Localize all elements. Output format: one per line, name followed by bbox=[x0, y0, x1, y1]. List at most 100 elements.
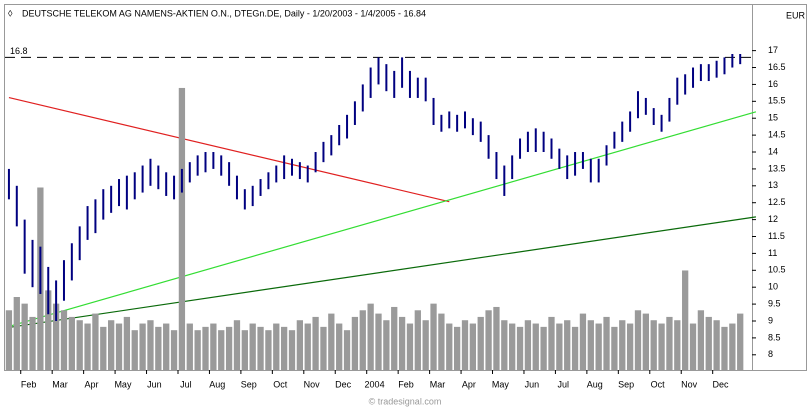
volume-bar bbox=[564, 320, 571, 370]
volume-bar bbox=[367, 303, 374, 370]
y-tick-label: 11 bbox=[768, 248, 777, 258]
y-tick-label: 17 bbox=[768, 45, 778, 55]
y-tick-label: 8 bbox=[768, 349, 773, 359]
x-tick-label: May bbox=[114, 379, 132, 389]
x-tick-label: Feb bbox=[21, 379, 37, 389]
volume-bar bbox=[147, 320, 154, 370]
volume-bar bbox=[540, 326, 547, 370]
volume-bar bbox=[391, 306, 398, 370]
volume-bar bbox=[398, 316, 406, 370]
volume-bar bbox=[202, 326, 209, 370]
volume-bar bbox=[666, 316, 673, 370]
volume-bar bbox=[611, 326, 618, 370]
volume-bar bbox=[320, 326, 327, 370]
volume-bar bbox=[257, 326, 264, 370]
watermark: © tradesignal.com bbox=[369, 396, 442, 406]
volume-bar bbox=[218, 330, 225, 370]
x-tick-label: Oct bbox=[273, 379, 288, 389]
x-tick-label: Apr bbox=[84, 379, 98, 389]
volume-bar bbox=[68, 316, 75, 370]
volume-bar bbox=[359, 310, 366, 370]
volume-bar bbox=[532, 323, 539, 370]
y-tick-label: 12 bbox=[768, 214, 778, 224]
volume-bar bbox=[280, 326, 288, 370]
volume-bar bbox=[328, 313, 335, 370]
volume-bar bbox=[737, 313, 744, 370]
axis-frame bbox=[752, 4, 807, 371]
y-tick-label: 8.5 bbox=[768, 332, 781, 342]
volume-bar bbox=[45, 290, 52, 370]
y-tick-label: 16.5 bbox=[768, 62, 786, 72]
volume-bar bbox=[721, 326, 728, 370]
volume-bar bbox=[674, 320, 681, 370]
volume-bar bbox=[249, 323, 256, 370]
x-tick-label: Feb bbox=[398, 379, 414, 389]
x-tick-label: Jul bbox=[558, 379, 570, 389]
volume-bar bbox=[430, 303, 437, 370]
x-tick-label: Sep bbox=[618, 379, 634, 389]
volume-bar bbox=[13, 297, 20, 370]
volume-bar bbox=[194, 330, 201, 370]
x-tick-label: Jul bbox=[180, 379, 192, 389]
volume-bar bbox=[225, 326, 233, 370]
volume-bar bbox=[595, 323, 602, 370]
volume-bar bbox=[509, 323, 516, 370]
volume-bar bbox=[689, 323, 697, 370]
volume-bar bbox=[170, 330, 178, 370]
volume-bar bbox=[713, 320, 720, 370]
volume-bar bbox=[650, 320, 657, 370]
volume-bar bbox=[304, 323, 311, 370]
volume-bar bbox=[108, 320, 115, 370]
volume-bar bbox=[131, 330, 138, 370]
volume-bar bbox=[273, 323, 280, 370]
volume-bar bbox=[501, 320, 508, 370]
y-tick-label: 12.5 bbox=[768, 197, 786, 207]
volume-bar bbox=[288, 330, 296, 370]
volume-bar bbox=[21, 303, 28, 370]
volume-bar bbox=[383, 320, 390, 370]
volume-bar bbox=[265, 330, 272, 370]
volume-bar bbox=[438, 313, 445, 370]
volume-bar bbox=[233, 320, 241, 370]
volume-bar bbox=[658, 323, 665, 370]
volume-bar bbox=[619, 320, 626, 370]
volume-bar bbox=[493, 306, 500, 370]
volume-bar bbox=[296, 320, 304, 370]
volume-bar bbox=[178, 87, 186, 371]
volume-bar bbox=[682, 270, 689, 370]
volume-bar bbox=[453, 326, 461, 370]
volume-bar bbox=[705, 316, 712, 370]
y-tick-label: 15.5 bbox=[768, 96, 786, 106]
volume-bar bbox=[446, 323, 453, 370]
x-tick-label: Mar bbox=[430, 379, 446, 389]
volume-bar bbox=[163, 323, 170, 370]
volume-bar bbox=[642, 313, 649, 370]
chart-title: DEUTSCHE TELEKOM AG NAMENS-AKTIEN O.N., … bbox=[22, 8, 426, 18]
volume-bar bbox=[406, 323, 414, 370]
volume-bar bbox=[626, 323, 634, 370]
volume-bar bbox=[603, 316, 610, 370]
y-tick-label: 14.5 bbox=[768, 129, 786, 139]
x-tick-label: Dec bbox=[713, 379, 730, 389]
volume-bar bbox=[634, 310, 642, 370]
volume-bar bbox=[469, 323, 477, 370]
volume-bar bbox=[60, 310, 68, 370]
x-tick-label: Jun bbox=[147, 379, 162, 389]
y-tick-label: 15 bbox=[768, 113, 778, 123]
x-tick-label: 2004 bbox=[365, 379, 385, 389]
volume-bar bbox=[422, 320, 429, 370]
volume-bar bbox=[52, 303, 60, 370]
y-tick-label: 16 bbox=[768, 79, 778, 89]
currency: EUR bbox=[786, 10, 806, 20]
trend-line bbox=[8, 111, 757, 327]
y-tick-label: 10.5 bbox=[768, 265, 786, 275]
trend-line bbox=[8, 97, 450, 203]
volume-bar bbox=[29, 316, 36, 370]
y-tick-label: 13.5 bbox=[768, 163, 786, 173]
volume-bar bbox=[579, 313, 587, 370]
volume-bar bbox=[139, 323, 146, 370]
volume-bar bbox=[210, 323, 217, 370]
title-icon: ◊ bbox=[8, 8, 13, 18]
volume-bar bbox=[351, 316, 359, 370]
